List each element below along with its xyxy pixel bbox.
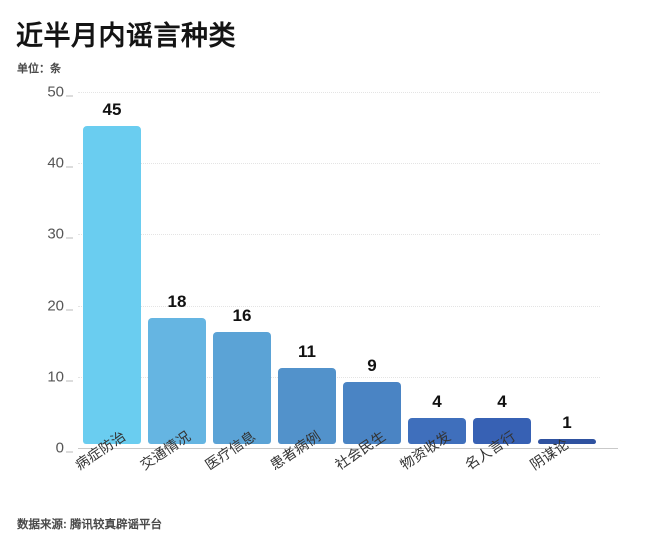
chart-source-note: 数据来源: 腾讯较真辟谣平台 xyxy=(17,519,163,531)
gridline xyxy=(78,305,600,307)
bar-column[interactable]: 18 xyxy=(148,88,206,448)
bar[interactable] xyxy=(473,417,531,444)
bar-column[interactable]: 4 xyxy=(473,88,531,448)
y-axis-tick-label: 30 xyxy=(47,225,64,243)
y-axis-tick-label: 20 xyxy=(47,297,64,315)
bar-column[interactable]: 45 xyxy=(83,88,141,448)
bar[interactable] xyxy=(408,417,466,444)
bar-column[interactable]: 16 xyxy=(213,88,271,448)
bar[interactable] xyxy=(538,438,596,444)
y-axis-tick-label: 10 xyxy=(47,368,64,386)
x-axis-labels: 病症防治 交通情况 医疗信息 患者病例 社会民生 物资收发 名人言行 阴谋论 xyxy=(0,428,661,510)
bar[interactable] xyxy=(343,381,401,444)
bar[interactable] xyxy=(148,317,206,444)
bar[interactable] xyxy=(83,125,141,444)
bar-value-label: 9 xyxy=(367,355,377,375)
bar-value-label: 4 xyxy=(432,391,442,411)
y-axis-tick-label: 0 xyxy=(55,439,64,457)
y-axis-tick-label: 50 xyxy=(47,83,64,101)
bar-value-label: 16 xyxy=(232,306,252,326)
gridline xyxy=(78,376,600,378)
bar-column[interactable]: 9 xyxy=(343,88,401,448)
y-axis-tick-label: 40 xyxy=(47,154,64,172)
bar-column[interactable]: 11 xyxy=(278,88,336,448)
y-axis-tick-mark xyxy=(66,95,73,97)
bar-column[interactable]: 1 xyxy=(538,88,596,448)
bar-value-label: 18 xyxy=(167,291,187,311)
bar[interactable] xyxy=(278,367,336,444)
gridline xyxy=(78,92,600,93)
y-axis-tick-mark xyxy=(66,380,73,382)
x-axis-baseline xyxy=(78,448,618,449)
bar-value-label: 4 xyxy=(497,391,507,411)
chart-title: 近半月内谣言种类 xyxy=(16,21,236,51)
bar[interactable] xyxy=(213,332,271,444)
y-axis: 0 10 20 30 40 50 xyxy=(0,84,78,457)
bar-column[interactable]: 4 xyxy=(408,88,466,448)
gridline xyxy=(78,234,600,236)
y-axis-tick-mark xyxy=(66,451,73,453)
plot-area: 0 10 20 30 40 50 45 18 16 11 9 4 4 1 xyxy=(0,84,661,458)
y-axis-tick-mark xyxy=(66,166,73,168)
y-axis-tick-mark xyxy=(66,237,73,239)
chart-unit-subtitle: 单位：条 xyxy=(17,63,61,75)
bar-value-label: 45 xyxy=(102,99,122,119)
bar-value-label: 11 xyxy=(298,341,316,361)
y-axis-tick-mark xyxy=(66,309,73,311)
bars-layer: 45 18 16 11 9 4 4 1 xyxy=(0,88,661,448)
bar-value-label: 1 xyxy=(562,412,572,432)
gridline xyxy=(78,163,600,165)
